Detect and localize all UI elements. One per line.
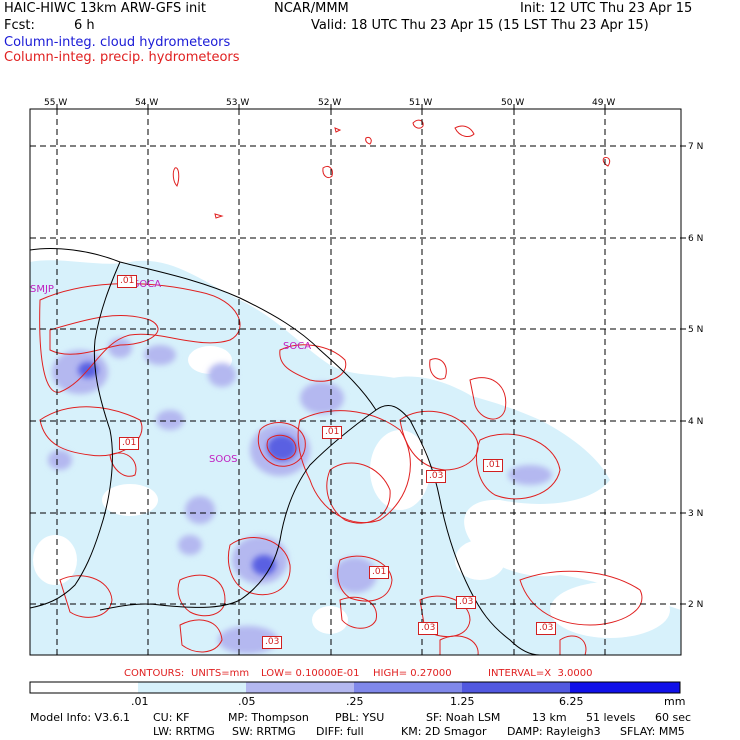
init-time: Init: 12 UTC Thu 23 Apr 15: [520, 1, 693, 16]
contour-label: .01: [119, 437, 140, 450]
latlon-grid: [30, 109, 681, 655]
lat-label-7n: 7 N: [688, 142, 704, 152]
contours-title: CONTOURS:: [124, 668, 185, 679]
lon-label-54w: 54 W: [135, 98, 159, 108]
model-info-mp: MP: Thompson: [228, 711, 309, 724]
model-info-sf: SF: Noah LSM: [426, 711, 501, 724]
model-info-km: KM: 2D Smagor: [401, 725, 487, 738]
lon-label-51w: 51 W: [409, 98, 433, 108]
model-info-version: Model Info: V3.6.1: [30, 711, 131, 724]
lon-label-50w: 50 W: [501, 98, 525, 108]
model-info-lw: LW: RRTMG: [153, 725, 215, 738]
contour-label: .03: [426, 470, 447, 483]
cloud-gaps: [33, 346, 670, 638]
lat-label-5n: 5 N: [688, 325, 704, 335]
model-info-dt: 60 sec: [655, 711, 692, 724]
lat-label-4n: 4 N: [688, 417, 704, 427]
model-title: HAIC-HIWC 13km ARW-GFS init: [4, 1, 206, 16]
contour-label: .01: [322, 426, 343, 439]
contours-low: LOW= 0.10000E-01: [261, 668, 360, 679]
map-frame: [29, 108, 682, 656]
station-soca: SOCA: [283, 341, 312, 352]
contour-label: .03: [262, 636, 283, 649]
lat-label-2n: 2 N: [688, 600, 704, 610]
lat-label-3n: 3 N: [688, 509, 704, 519]
colorbar-units: mm: [664, 695, 686, 708]
model-info-res: 13 km: [532, 711, 567, 724]
model-info-diff: DIFF: full: [316, 725, 364, 738]
contours-units: UNITS=mm: [191, 668, 250, 679]
fcst-label: Fcst:: [4, 18, 35, 33]
cloud-shading-dark: [78, 362, 297, 575]
colorbar-tick-2: .25: [346, 695, 364, 708]
valid-time: Valid: 18 UTC Thu 23 Apr 15 (15 LST Thu …: [311, 18, 649, 33]
lon-label-53w: 53 W: [226, 98, 250, 108]
model-info-damp: DAMP: Rayleigh3: [507, 725, 601, 738]
lon-label-49w: 49 W: [592, 98, 616, 108]
contour-label: .01: [483, 459, 504, 472]
fcst-value: 6 h: [74, 18, 95, 33]
lat-label-6n: 6 N: [688, 234, 704, 244]
map-ticks: [56, 104, 686, 605]
precip-contours: [39, 119, 643, 655]
model-info-sflay: SFLAY: MM5: [620, 725, 685, 738]
contour-label: .01: [369, 566, 390, 579]
model-info-levels: 51 levels: [586, 711, 636, 724]
model-info-cu: CU: KF: [153, 711, 190, 724]
colorbar-tick-3: 1.25: [450, 695, 475, 708]
colorbar-tick-0: .01: [131, 695, 149, 708]
model-info-sw: SW: RRTMG: [232, 725, 296, 738]
contour-label: .01: [117, 275, 138, 288]
station-soos: SOOS: [209, 454, 238, 465]
contours-interval: INTERVAL=X 3.0000: [488, 668, 593, 679]
org-label: NCAR/MMM: [274, 1, 349, 16]
contour-label: .03: [536, 622, 557, 635]
station-smjp: SMJP: [30, 284, 54, 295]
contour-label: .03: [456, 596, 477, 609]
lon-label-55w: 55 W: [44, 98, 68, 108]
colorbar-tick-1: .05: [238, 695, 256, 708]
lon-label-52w: 52 W: [318, 98, 342, 108]
contours-high: HIGH= 0.27000: [373, 668, 452, 679]
contour-label: .03: [418, 622, 439, 635]
model-info-pbl: PBL: YSU: [335, 711, 385, 724]
cloud-field-title: Column-integ. cloud hydrometeors: [4, 35, 231, 50]
colorbar-tick-4: 6.25: [559, 695, 584, 708]
station-soca-north: SOCA: [133, 279, 162, 290]
precip-field-title: Column-integ. precip. hydrometeors: [4, 50, 240, 65]
coastline: [30, 248, 541, 655]
